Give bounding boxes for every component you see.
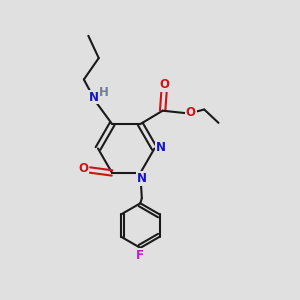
Text: N: N bbox=[89, 91, 99, 103]
Text: F: F bbox=[136, 249, 144, 262]
Text: O: O bbox=[159, 78, 169, 91]
Text: O: O bbox=[186, 106, 196, 119]
Text: N: N bbox=[156, 141, 166, 154]
Text: N: N bbox=[137, 172, 147, 185]
Text: H: H bbox=[98, 86, 108, 99]
Text: O: O bbox=[78, 162, 88, 175]
